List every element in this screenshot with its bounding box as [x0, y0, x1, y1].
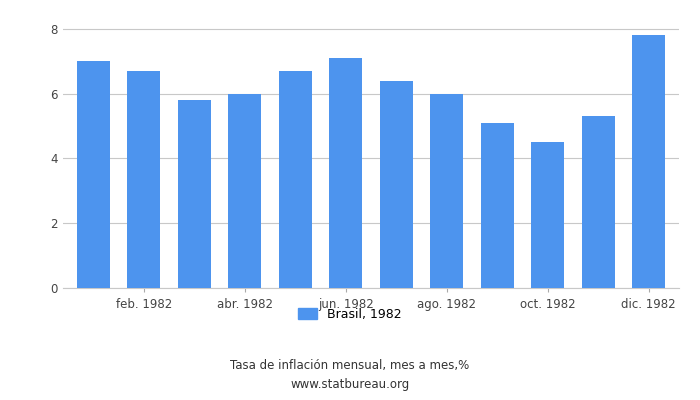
Legend: Brasil, 1982: Brasil, 1982	[293, 303, 407, 326]
Bar	[178, 100, 211, 288]
Bar	[329, 58, 362, 288]
Bar	[380, 81, 413, 288]
Bar	[632, 36, 665, 288]
Bar	[228, 94, 261, 288]
Text: www.statbureau.org: www.statbureau.org	[290, 378, 410, 391]
Bar	[582, 116, 615, 288]
Bar	[430, 94, 463, 288]
Bar	[127, 71, 160, 288]
Bar	[279, 71, 312, 288]
Bar	[481, 123, 514, 288]
Bar	[77, 61, 110, 288]
Text: Tasa de inflación mensual, mes a mes,%: Tasa de inflación mensual, mes a mes,%	[230, 360, 470, 372]
Bar	[531, 142, 564, 288]
